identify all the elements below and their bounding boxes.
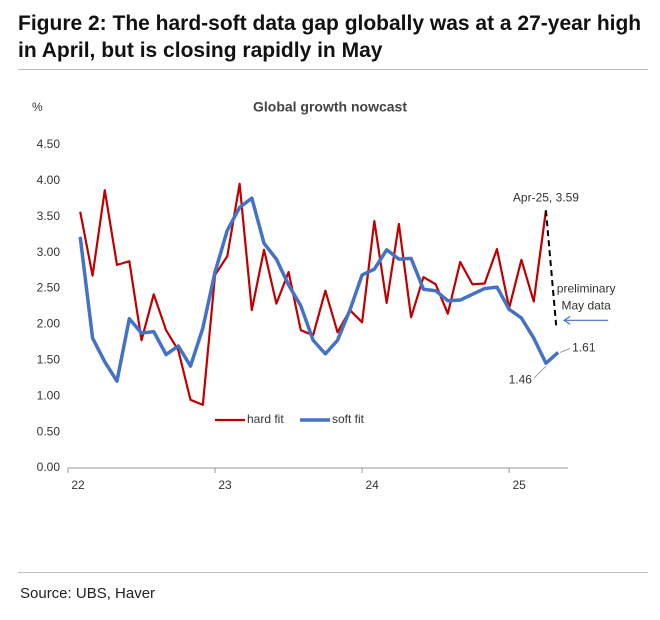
x-tick-label: 24 bbox=[365, 478, 379, 492]
y-tick-label: 3.00 bbox=[37, 245, 61, 259]
chart-subtitle: Global growth nowcast bbox=[253, 99, 407, 115]
annotation-leader bbox=[559, 347, 571, 353]
x-tick-label: 22 bbox=[71, 478, 85, 492]
annotation: 1.46 bbox=[509, 372, 533, 386]
annotation: 1.61 bbox=[572, 341, 596, 355]
y-tick-label: 4.00 bbox=[37, 173, 61, 187]
annotation-dash bbox=[544, 210, 558, 326]
annotation-arrow bbox=[563, 315, 609, 325]
title: Figure 2: The hard-soft data gap globall… bbox=[18, 12, 642, 62]
y-tick-label: 0.00 bbox=[37, 460, 61, 474]
x-tick-label: 23 bbox=[218, 478, 232, 492]
y-tick-label: 3.50 bbox=[37, 209, 61, 223]
x-tick-label: 25 bbox=[512, 478, 526, 492]
annotation: Apr-25, 3.59 bbox=[513, 190, 579, 204]
rule bbox=[18, 572, 648, 573]
y-tick-label: 1.00 bbox=[37, 388, 61, 402]
y-tick-label: 0.50 bbox=[37, 424, 61, 438]
chart: % Global growth nowcast 0.00 0.50 1.00 1.50… bbox=[32, 99, 616, 492]
y-axis-label: % bbox=[32, 100, 43, 114]
annotation-leader bbox=[533, 365, 547, 379]
source: Source: UBS, Haver bbox=[20, 585, 156, 602]
legend-label: soft fit bbox=[332, 412, 365, 426]
y-tick-label: 1.50 bbox=[37, 353, 61, 367]
series-line bbox=[78, 196, 560, 383]
legend-label: hard fit bbox=[247, 412, 284, 426]
y-tick-label: 2.00 bbox=[37, 317, 61, 331]
annotation: May data bbox=[561, 298, 611, 312]
rule bbox=[18, 69, 648, 70]
y-tick-label: 2.50 bbox=[37, 281, 61, 295]
y-tick-label: 4.50 bbox=[37, 137, 61, 151]
annotation: preliminary bbox=[557, 281, 616, 295]
